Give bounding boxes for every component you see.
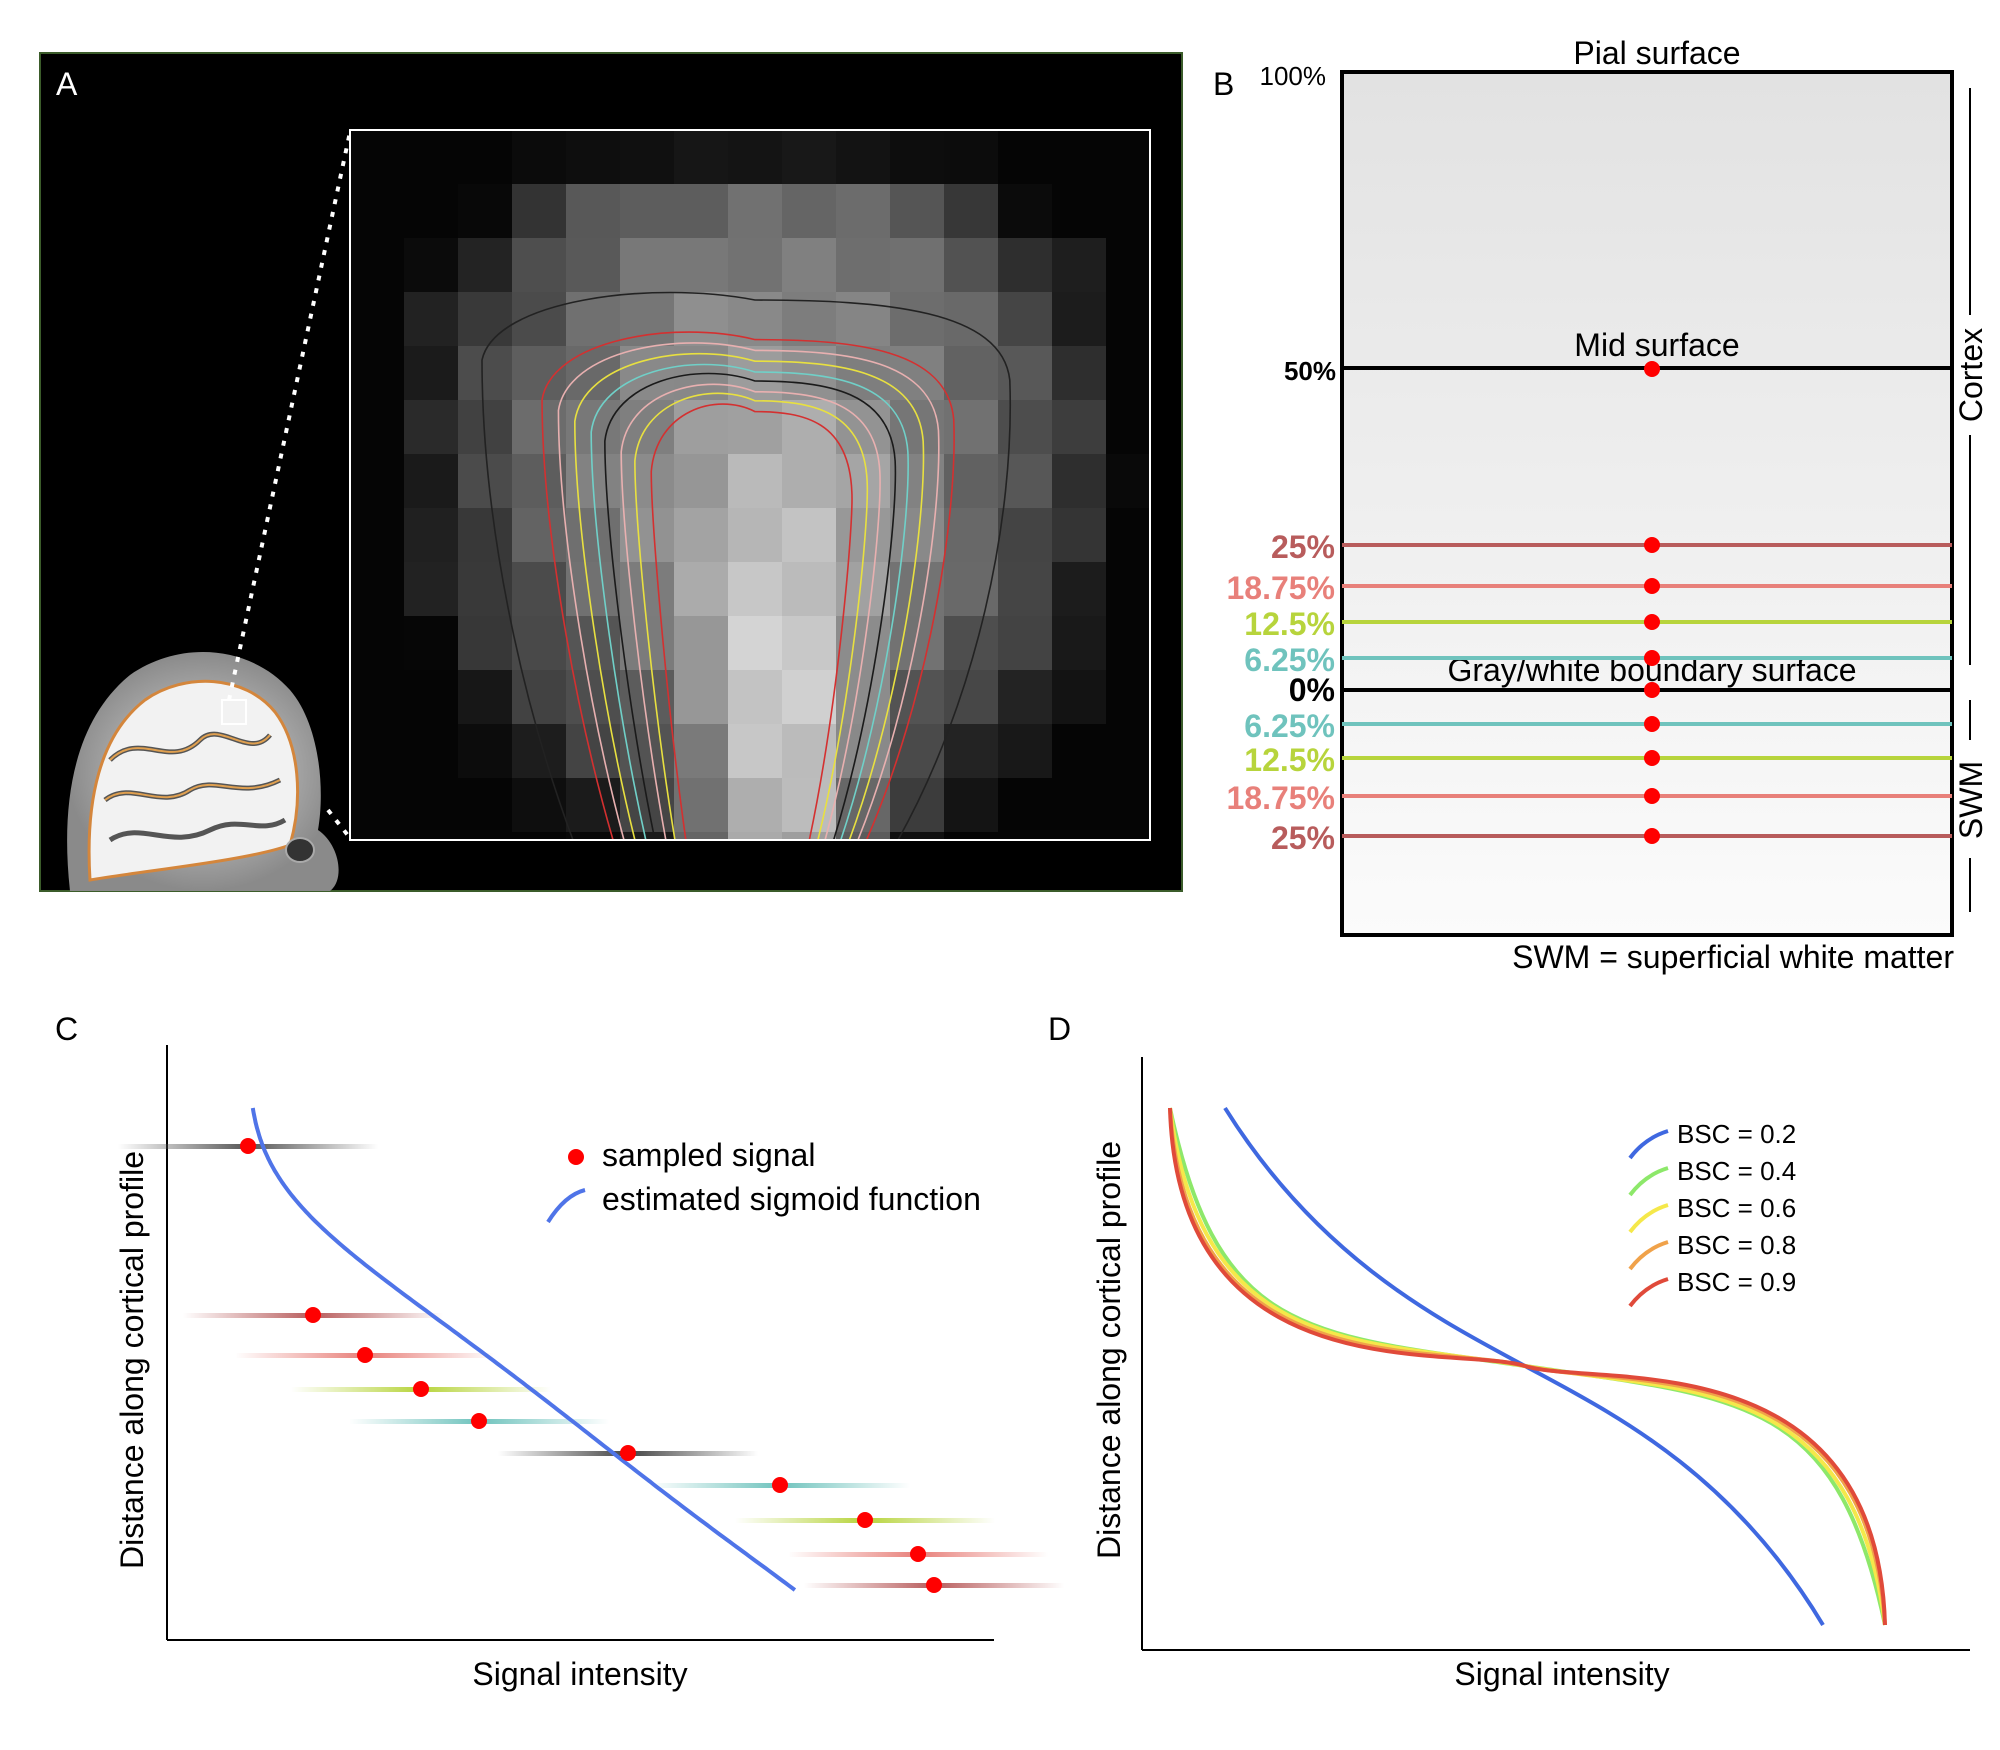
legend-swatch: [1628, 1166, 1669, 1197]
sampled-signal-point: [413, 1381, 429, 1397]
cortex-sample-dot-1: [1644, 578, 1660, 594]
mid-sample-dot: [1644, 361, 1660, 377]
sampled-signal-point: [926, 1577, 942, 1593]
legend-label: BSC = 0.8: [1677, 1230, 1796, 1260]
cortex-level-label-1: 18.75%: [1226, 570, 1335, 606]
legend-label: BSC = 0.9: [1677, 1267, 1796, 1297]
swm-sample-dot-2: [1644, 788, 1660, 804]
c-x-axis-label: Signal intensity: [472, 1656, 687, 1692]
cortex-level-label-0: 25%: [1271, 529, 1335, 565]
mid-percent-label: 50%: [1284, 356, 1336, 386]
legend-sampled-signal-label: sampled signal: [602, 1137, 815, 1173]
legend-sampled-signal-dot: [568, 1149, 584, 1165]
zoom-connector-top: [227, 131, 352, 701]
panel-b: B 100% Pial surface Mid surface 50% Gray…: [1213, 35, 1989, 975]
panel-c-letter: C: [55, 1011, 78, 1047]
cortex-sample-dot-3: [1644, 650, 1660, 666]
d-x-axis-label: Signal intensity: [1454, 1656, 1669, 1692]
sampled-signal-point: [910, 1546, 926, 1562]
panel-b-letter: B: [1213, 66, 1234, 102]
sampled-signal-point: [857, 1512, 873, 1528]
legend-swatch: [1628, 1203, 1669, 1234]
swm-level-label-3: 25%: [1271, 820, 1335, 856]
swm-sample-dot-3: [1644, 828, 1660, 844]
cortex-level-label-2: 12.5%: [1244, 606, 1335, 642]
brain-sagittal-thumbnail: [67, 652, 339, 891]
panel-a: A: [39, 52, 1183, 892]
sampled-signal-point: [620, 1445, 636, 1461]
cortex-label: Cortex: [1953, 328, 1989, 422]
zoomed-voxel-inset: [350, 130, 1150, 840]
swm-level-label-0: 6.25%: [1244, 708, 1335, 744]
swm-sample-dot-0: [1644, 716, 1660, 732]
bsc-curve-0-9: [1168, 1107, 1887, 1626]
legend-label: BSC = 0.2: [1677, 1119, 1796, 1149]
zoom-connector-bottom: [326, 808, 352, 840]
legend-sigmoid-swatch: [546, 1188, 586, 1224]
legend-sigmoid-label: estimated sigmoid function: [602, 1181, 981, 1217]
cortex-sample-dot-0: [1644, 537, 1660, 553]
sampled-signal-point: [357, 1347, 373, 1363]
zero-percent-label: 0%: [1289, 672, 1335, 708]
swm-level-label-1: 12.5%: [1244, 742, 1335, 778]
d-y-axis-label: Distance along cortical profile: [1091, 1141, 1127, 1559]
cortex-sample-dot-2: [1644, 614, 1660, 630]
boundary-sample-dot: [1644, 682, 1660, 698]
legend-label: BSC = 0.4: [1677, 1156, 1796, 1186]
swm-label: SWM: [1953, 761, 1989, 839]
swm-footnote: SWM = superficial white matter: [1512, 939, 1954, 975]
swm-sample-dot-1: [1644, 750, 1660, 766]
legend-label: BSC = 0.6: [1677, 1193, 1796, 1223]
panel-c: C Signal intensity Distance along cortic…: [55, 1011, 1064, 1692]
legend-swatch: [1628, 1240, 1669, 1271]
zoomed-inset-frame: [349, 129, 1151, 841]
c-y-axis-label: Distance along cortical profile: [114, 1151, 150, 1569]
mid-surface-label: Mid surface: [1574, 327, 1739, 363]
estimated-sigmoid-curve: [250, 1107, 797, 1592]
panel-d-letter: D: [1048, 1011, 1071, 1047]
sampled-signal-point: [240, 1138, 256, 1154]
top-percent-label: 100%: [1260, 61, 1327, 91]
legend-swatch: [1628, 1277, 1669, 1308]
sampled-signal-point: [772, 1477, 788, 1493]
depth-diagram-box: [1340, 70, 1954, 937]
panel-d: D Signal intensity Distance along cortic…: [1048, 1011, 1970, 1692]
cortex-level-label-3: 6.25%: [1244, 642, 1335, 678]
panel-a-letter: A: [56, 66, 78, 102]
sampled-signal-point: [305, 1307, 321, 1323]
thumbnail-roi-box: [221, 699, 247, 725]
swm-level-label-2: 18.75%: [1226, 780, 1335, 816]
sampled-signal-point: [471, 1413, 487, 1429]
legend-swatch: [1628, 1129, 1669, 1160]
pial-surface-label: Pial surface: [1573, 35, 1740, 71]
